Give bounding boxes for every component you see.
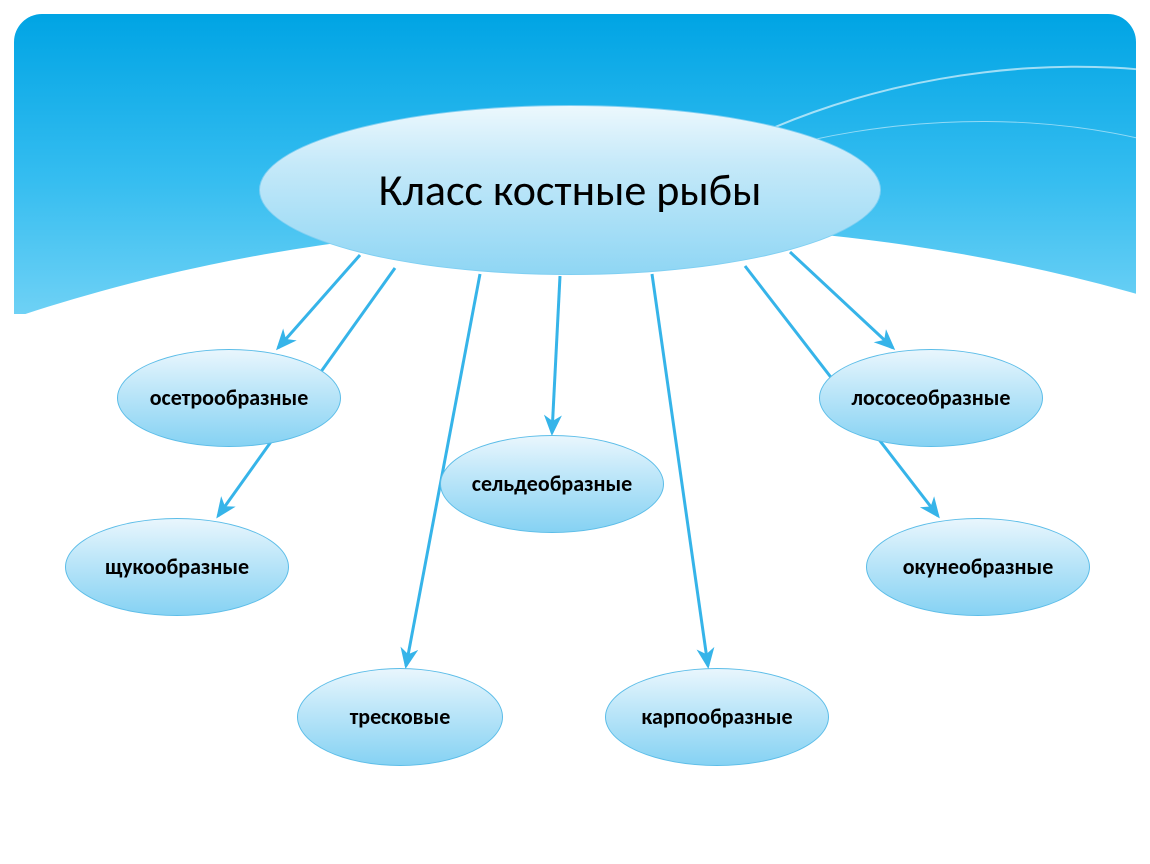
child-node-n2: щукообразные: [65, 518, 289, 616]
child-node-n6: окунеобразные: [866, 518, 1090, 616]
child-label: карпообразные: [641, 705, 792, 729]
child-node-n1: осетрообразные: [117, 349, 341, 447]
child-label: осетрообразные: [150, 386, 309, 410]
child-node-n5: карпообразные: [605, 668, 829, 766]
child-label: лососеобразные: [851, 386, 1010, 410]
child-label: сельдеобразные: [472, 472, 632, 496]
child-node-n7: лососеобразные: [819, 349, 1043, 447]
child-node-n4: сельдеобразные: [440, 435, 664, 533]
diagram-stage: Класс костные рыбы осетрообразные щукообр…: [0, 0, 1150, 864]
child-label: окунеобразные: [903, 555, 1054, 579]
center-label: Класс костные рыбы: [379, 166, 762, 214]
child-label: щукообразные: [105, 555, 249, 579]
child-label: тресковые: [350, 705, 451, 729]
center-node: Класс костные рыбы: [259, 105, 881, 275]
edge-arrow: [652, 274, 708, 666]
child-node-n3: тресковые: [297, 668, 503, 766]
